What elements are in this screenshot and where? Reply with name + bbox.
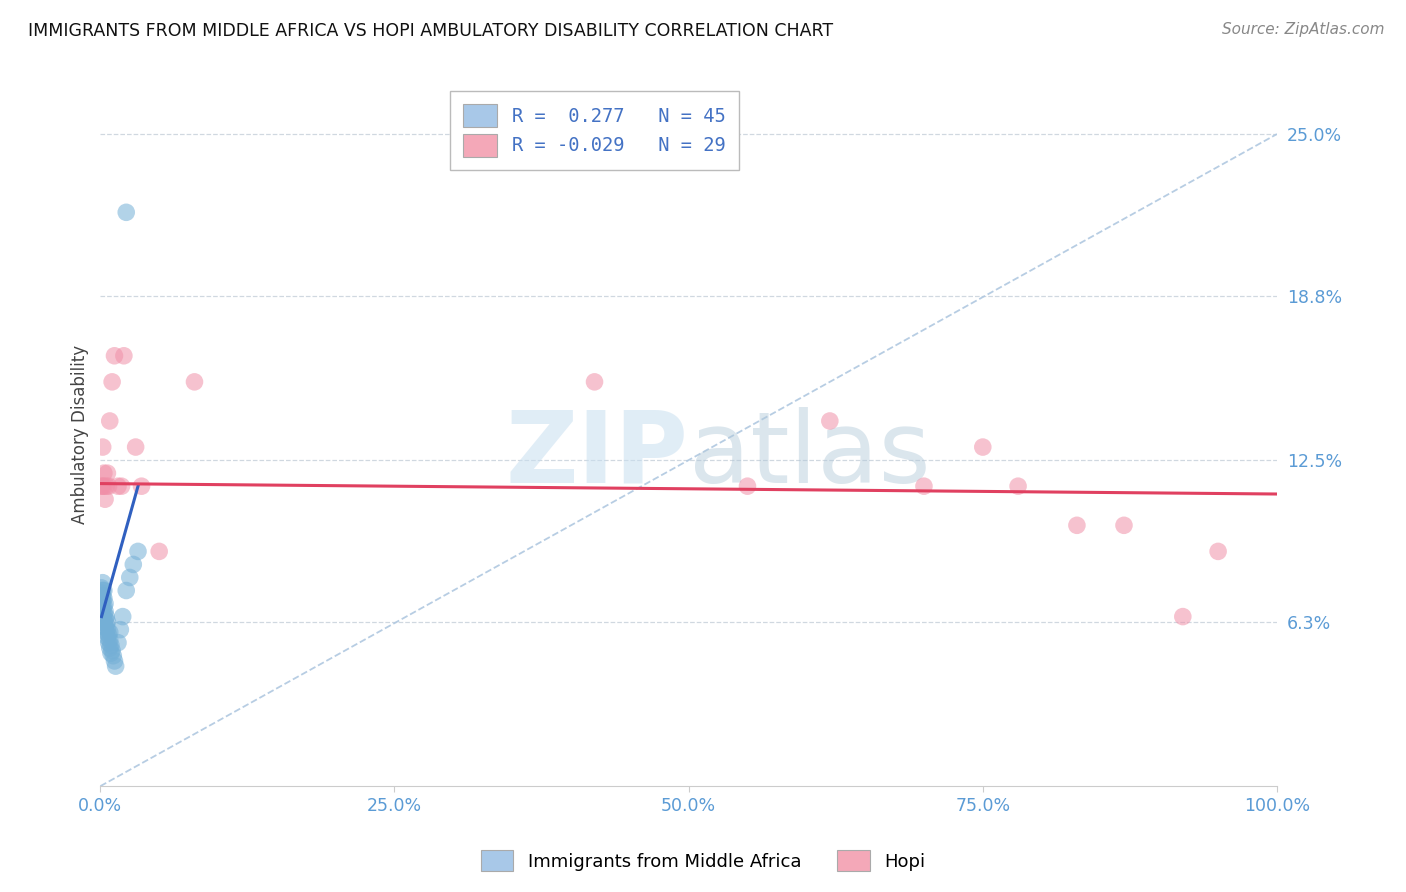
Point <box>93 479 115 493</box>
Point <box>103 654 125 668</box>
Point <box>100 646 122 660</box>
Point <box>96 623 118 637</box>
Point <box>91 601 114 615</box>
Point <box>91 589 114 603</box>
Point <box>98 414 121 428</box>
Point <box>115 205 138 219</box>
Point <box>97 479 120 493</box>
Point <box>583 375 606 389</box>
Point <box>93 615 115 629</box>
Point <box>94 620 117 634</box>
Point <box>90 601 112 615</box>
Point <box>131 479 153 493</box>
Point <box>97 636 120 650</box>
Text: Source: ZipAtlas.com: Source: ZipAtlas.com <box>1222 22 1385 37</box>
Point <box>91 575 114 590</box>
Point <box>1171 609 1194 624</box>
Point <box>737 479 759 493</box>
Point <box>90 581 112 595</box>
Text: atlas: atlas <box>689 407 931 504</box>
Point <box>91 594 114 608</box>
Point <box>127 544 149 558</box>
Point <box>93 607 115 621</box>
Point <box>93 583 115 598</box>
Point <box>115 583 138 598</box>
Point <box>110 623 132 637</box>
Point <box>91 609 114 624</box>
Point <box>148 544 170 558</box>
Point <box>91 479 114 493</box>
Point <box>111 609 134 624</box>
Point <box>90 597 112 611</box>
Point <box>124 440 146 454</box>
Y-axis label: Ambulatory Disability: Ambulatory Disability <box>72 344 89 524</box>
Point <box>93 466 115 480</box>
Text: ZIP: ZIP <box>506 407 689 504</box>
Point <box>96 631 118 645</box>
Point <box>1007 479 1029 493</box>
Point <box>91 583 114 598</box>
Point <box>107 636 129 650</box>
Point <box>93 591 115 606</box>
Point <box>97 628 120 642</box>
Point <box>96 617 118 632</box>
Text: IMMIGRANTS FROM MIDDLE AFRICA VS HOPI AMBULATORY DISABILITY CORRELATION CHART: IMMIGRANTS FROM MIDDLE AFRICA VS HOPI AM… <box>28 22 834 40</box>
Point <box>100 638 122 652</box>
Point <box>1066 518 1088 533</box>
Point <box>912 479 935 493</box>
Point <box>90 479 112 493</box>
Point <box>107 479 129 493</box>
Point <box>118 570 141 584</box>
Point <box>112 349 135 363</box>
Point <box>98 640 121 655</box>
Point <box>110 479 132 493</box>
Point <box>101 643 124 657</box>
Point <box>94 612 117 626</box>
Point <box>93 599 115 614</box>
Point <box>98 633 121 648</box>
Point <box>818 414 841 428</box>
Legend: R =  0.277   N = 45, R = -0.029   N = 29: R = 0.277 N = 45, R = -0.029 N = 29 <box>450 91 740 169</box>
Point <box>1112 518 1135 533</box>
Point <box>90 591 112 606</box>
Point <box>104 659 127 673</box>
Point <box>96 479 118 493</box>
Point <box>96 615 118 629</box>
Point <box>96 625 118 640</box>
Point <box>103 349 125 363</box>
Point <box>103 648 125 663</box>
Point <box>90 586 112 600</box>
Point <box>94 492 117 507</box>
Legend: Immigrants from Middle Africa, Hopi: Immigrants from Middle Africa, Hopi <box>474 843 932 879</box>
Point <box>1206 544 1229 558</box>
Point <box>91 440 114 454</box>
Point <box>101 375 124 389</box>
Point <box>96 466 118 480</box>
Point <box>94 604 117 618</box>
Point <box>183 375 205 389</box>
Point <box>972 440 994 454</box>
Point <box>94 597 117 611</box>
Point <box>98 625 121 640</box>
Point <box>122 558 145 572</box>
Point <box>96 609 118 624</box>
